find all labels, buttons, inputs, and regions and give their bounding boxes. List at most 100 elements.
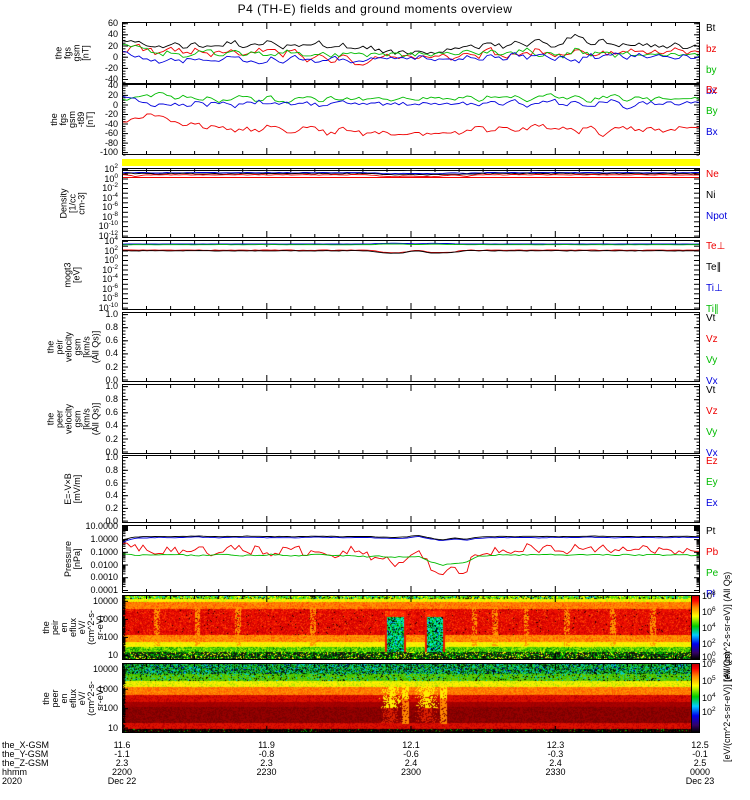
y-tick-label: 0.0100 — [90, 559, 118, 570]
y-tick-label: 0.6 — [105, 335, 118, 346]
series-By — [122, 91, 700, 104]
bottom-value: 2.3 — [115, 758, 129, 768]
y-tick-label: 0.0 — [105, 446, 118, 457]
colorbar-tick-label: 102 — [702, 706, 716, 717]
legend-Vz: Vz — [706, 334, 718, 345]
bottom-value: Dec 23 — [685, 776, 715, 786]
y-tick-label: 0.1000 — [90, 546, 118, 557]
y-tick-label: -20 — [104, 62, 118, 73]
series-Pb — [123, 542, 700, 576]
legend-Ex: Ex — [706, 498, 718, 509]
axis-label-text: E=-V×B [mV/m] — [63, 473, 82, 505]
y-tick-label: 0.6 — [105, 407, 118, 418]
bottom-value: 2300 — [400, 767, 422, 777]
colorbar-tick-label: 106 — [702, 658, 716, 670]
y-tick-label: 40 — [107, 29, 118, 40]
bottom-value: 12.5 — [691, 740, 709, 750]
bottom-row-label-2020: 2020 — [2, 776, 23, 786]
legend-Ti⊥: Ti⊥ — [706, 283, 723, 294]
colorbar-tick-label: 104 — [702, 692, 716, 703]
y-tick-label: 0.4 — [105, 420, 118, 431]
bottom-value: -0.1 — [692, 749, 708, 759]
axis-label-fgs_gsm: the fgs gsm [nT] — [28, 22, 118, 84]
bottom-value: -0.3 — [547, 749, 564, 759]
y-tick-label: -20 — [104, 109, 118, 119]
bottom-value: 11.6 — [113, 740, 131, 750]
y-tick-label: 10-4 — [102, 191, 118, 203]
y-tick-label: 20 — [107, 89, 118, 100]
bottom-value: -1.1 — [114, 749, 130, 759]
bottom-value: 2.4 — [404, 758, 418, 768]
y-tick-label: 100 — [104, 254, 118, 265]
legend-Te∥: Te∥ — [706, 262, 722, 273]
panel-pressure — [122, 525, 700, 593]
legend-Vx: Vx — [706, 376, 718, 387]
y-tick-label: 10-4 — [102, 273, 118, 284]
panel-exb — [122, 455, 700, 523]
y-tick-label: -40 — [104, 74, 118, 84]
series-Ne — [122, 173, 700, 178]
series-by — [122, 44, 700, 59]
legend-Npot: Npot — [706, 211, 728, 222]
axis-label-mogt3: mogt3 [eV] — [28, 240, 118, 310]
y-tick-label: 10-2 — [102, 263, 118, 275]
y-tick-label: 0.6 — [105, 477, 118, 488]
axis-label-pressure: Pressure [nPa] — [28, 525, 118, 593]
y-tick-label: 0.4 — [105, 348, 118, 359]
y-tick-label: 0.0 — [105, 515, 118, 526]
legend-Vz: Vz — [706, 406, 718, 417]
series-Ti_par — [123, 243, 700, 246]
legend-Vt: Vt — [706, 385, 716, 396]
y-tick-label: 20 — [107, 40, 118, 51]
legend-Pe: Pe — [706, 568, 719, 579]
bottom-value: -0.8 — [258, 749, 275, 759]
legend-Vt: Vt — [706, 313, 716, 324]
legend-Bz: Bz — [706, 85, 718, 96]
panel-peir_vel — [122, 312, 700, 382]
y-tick-label: 10-2 — [102, 182, 118, 193]
quality-flag-bar — [122, 159, 700, 166]
y-tick-label: 0.2 — [105, 361, 118, 372]
y-tick-label: -80 — [104, 137, 118, 148]
y-tick-label: -40 — [104, 118, 118, 129]
series-Pt — [122, 535, 700, 541]
bottom-row-label-the_X-GSM: the_X-GSM — [2, 740, 50, 750]
y-tick-label: 1000 — [97, 613, 118, 624]
legend-By: By — [706, 106, 718, 117]
y-tick-label: -100 — [99, 147, 118, 158]
legend-Ni: Ni — [706, 190, 716, 201]
axis-label-fgs_gsm_t89: the fgs gsm -t89 [nT] — [28, 84, 118, 155]
axis-label-text: the peer velocity gsm [km/s (All Qs)] — [45, 402, 100, 436]
axis-label-peer_eflux: the peer en eflux eV/ (cm^2-s- sr-eV) — [28, 663, 118, 733]
y-tick-label: 1000 — [97, 683, 118, 694]
y-tick-label: 10 — [107, 722, 118, 733]
y-tick-label: 10-6 — [102, 201, 118, 212]
colorbar-peir_eflux — [691, 595, 700, 660]
axis-label-text: mogt3 [eV] — [62, 262, 82, 288]
series-Ti_perp — [122, 242, 700, 245]
y-tick-label: 100 — [102, 631, 118, 642]
y-tick-label: 0.0 — [105, 374, 118, 385]
y-tick-label: 100 — [104, 172, 118, 184]
colorbar-tick-label: 106 — [702, 605, 716, 617]
colorbar-tick-label: 102 — [702, 638, 716, 650]
panel-fgs_gsm_t89 — [122, 84, 700, 156]
bottom-value: Dec 22 — [107, 776, 137, 786]
series-Pe — [122, 553, 700, 566]
series-Te_par — [122, 250, 700, 254]
axis-label-peir_eflux: the peir en eflux eV/ (cm^2-s- sr-eV) — [28, 595, 118, 660]
y-tick-label: 10-10 — [98, 220, 118, 232]
axis-label-peer_vel: the peer velocity gsm [km/s (All Qs)] — [28, 384, 118, 454]
y-tick-label: 0.8 — [105, 322, 118, 333]
colorbar-tick-label: 104 — [702, 622, 716, 634]
panel-fgs_gsm — [122, 22, 700, 84]
bottom-value: 2.3 — [260, 758, 273, 768]
legend-bx: bx — [706, 86, 717, 97]
y-tick-label: 10-8 — [102, 210, 118, 222]
y-tick-label: 0.0001 — [90, 585, 118, 595]
colorbar-tick-label: 105 — [702, 675, 716, 687]
legend-Pb: Pb — [706, 547, 719, 558]
axis-label-exb: E=-V×B [mV/m] — [28, 455, 118, 523]
series-Bz — [123, 113, 700, 138]
colorbar-tick-label: 100 — [702, 650, 716, 662]
